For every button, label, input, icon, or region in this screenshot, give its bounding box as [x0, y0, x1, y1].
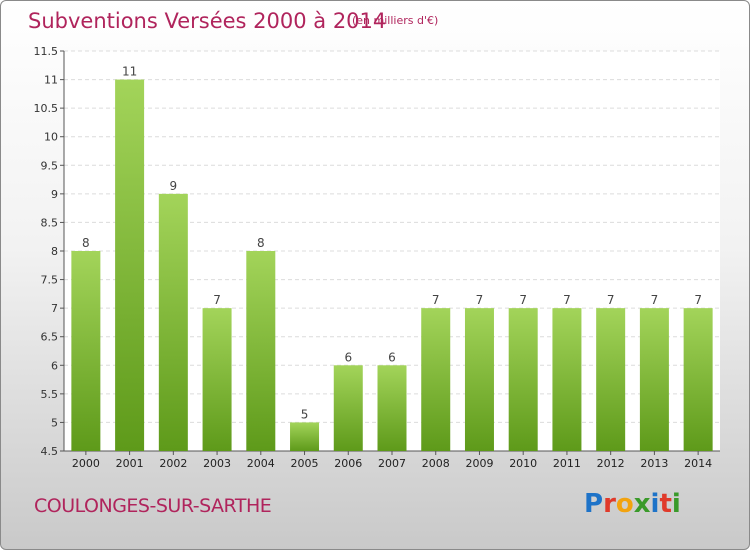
data-label: 7 — [476, 293, 484, 307]
x-tick-label: 2001 — [116, 457, 144, 470]
y-tick-label: 10.5 — [34, 102, 59, 115]
data-label: 9 — [170, 179, 178, 193]
commune-name: COULONGES-SUR-SARTHE — [34, 495, 272, 517]
x-tick-label: 2007 — [378, 457, 406, 470]
bar-2004 — [246, 251, 276, 451]
x-tick-label: 2008 — [422, 457, 450, 470]
y-tick-label: 10 — [44, 131, 58, 144]
data-label: 5 — [301, 407, 309, 421]
bar-2010 — [508, 308, 538, 451]
x-tick-label: 2005 — [291, 457, 319, 470]
data-label: 11 — [122, 65, 137, 79]
y-tick-label: 7.5 — [41, 274, 59, 287]
x-tick-label: 2000 — [72, 457, 100, 470]
bar-2012 — [596, 308, 626, 451]
data-label: 7 — [432, 293, 440, 307]
chart-subtitle: (en milliers d'€) — [352, 14, 439, 27]
bar-2001 — [115, 79, 145, 452]
y-tick-label: 9 — [51, 188, 58, 201]
x-tick-label: 2004 — [247, 457, 275, 470]
bar-2006 — [333, 365, 363, 451]
x-tick-label: 2002 — [159, 457, 187, 470]
y-tick-label: 8.5 — [41, 216, 59, 229]
y-tick-label: 5.5 — [41, 388, 59, 401]
data-label: 6 — [388, 350, 396, 364]
y-tick-label: 9.5 — [41, 159, 59, 172]
x-tick-label: 2012 — [597, 457, 625, 470]
data-label: 7 — [563, 293, 571, 307]
y-tick-label: 8 — [51, 245, 58, 258]
bar-2007 — [377, 365, 407, 451]
bar-2003 — [202, 308, 232, 451]
y-tick-label: 4.5 — [41, 445, 59, 458]
y-tick-label: 5 — [51, 416, 58, 429]
data-label: 6 — [344, 350, 352, 364]
x-tick-label: 2011 — [553, 457, 581, 470]
bar-2011 — [552, 308, 582, 451]
bar-2008 — [421, 308, 451, 451]
bar-2009 — [464, 308, 494, 451]
x-tick-label: 2009 — [465, 457, 493, 470]
bar-2014 — [683, 308, 713, 451]
proxiti-logo: Proxiti — [584, 489, 681, 519]
x-tick-label: 2006 — [334, 457, 362, 470]
x-tick-label: 2003 — [203, 457, 231, 470]
data-label: 7 — [607, 293, 615, 307]
data-label: 7 — [213, 293, 221, 307]
data-label: 7 — [651, 293, 659, 307]
y-tick-label: 6.5 — [41, 331, 59, 344]
y-tick-label: 11 — [44, 74, 58, 87]
data-label: 7 — [519, 293, 527, 307]
chart-title: Subventions Versées 2000 à 2014 — [28, 9, 387, 33]
x-tick-label: 2014 — [684, 457, 712, 470]
bar-2005 — [290, 422, 320, 451]
bar-2000 — [71, 251, 101, 451]
bar-2013 — [639, 308, 669, 451]
x-tick-label: 2010 — [509, 457, 537, 470]
y-tick-label: 11.5 — [34, 45, 59, 58]
y-tick-label: 7 — [51, 302, 58, 315]
y-tick-label: 6 — [51, 359, 58, 372]
bar-2002 — [158, 193, 188, 451]
data-label: 7 — [694, 293, 702, 307]
bar-chart: 4.5 5 5.5 6 6.5 7 7.5 8 8.5 9 9.5 10 10.5 11 11.5 8 2000… — [34, 45, 720, 470]
data-label: 8 — [257, 236, 265, 250]
data-label: 8 — [82, 236, 90, 250]
x-tick-label: 2013 — [640, 457, 668, 470]
